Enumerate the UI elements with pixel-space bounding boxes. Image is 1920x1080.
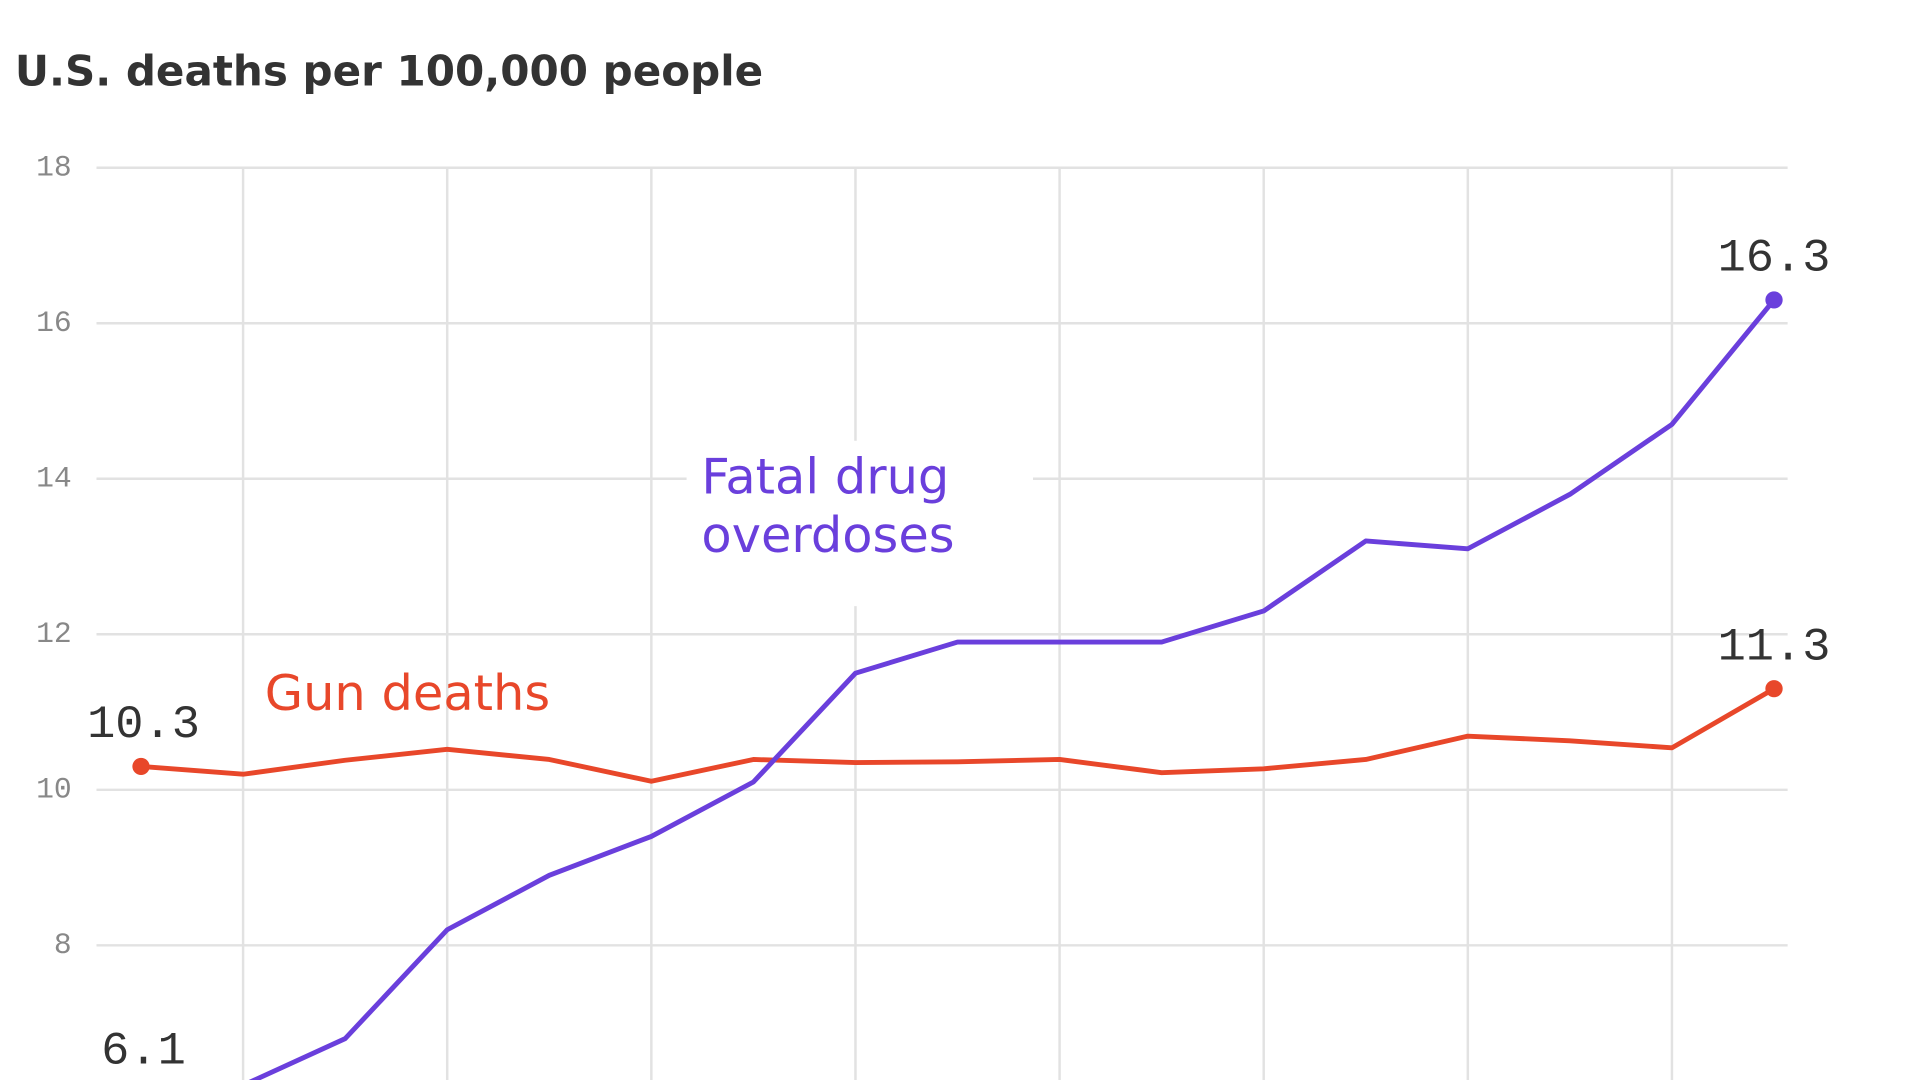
- series-label: Fatal drug overdoses: [701, 448, 954, 564]
- chart-title: U.S. deaths per 100,000 people: [15, 47, 763, 96]
- labels: 10.3 11.3 6.1 16.3 Gun deaths Fatal drug overd…: [87, 233, 1830, 1079]
- y-tick-label: 8: [54, 928, 72, 962]
- value-label: 16.3: [1718, 233, 1831, 286]
- end-point: [1765, 291, 1783, 309]
- label-background: [686, 440, 1033, 607]
- series-line: [140, 686, 1776, 784]
- y-tick-label: 18: [36, 151, 72, 185]
- y-tick-label: 16: [36, 306, 72, 340]
- y-tick-label: 10: [36, 773, 72, 807]
- grid: 8 10 12 14 16 18: [36, 151, 1788, 1080]
- y-tick-label: 12: [36, 617, 72, 651]
- end-point: [1765, 680, 1783, 698]
- value-label: 6.1: [101, 1026, 186, 1079]
- value-label: 11.3: [1718, 622, 1831, 675]
- series-label: Gun deaths: [265, 664, 550, 722]
- plot-area: [132, 291, 1783, 1080]
- value-label: 10.3: [87, 699, 200, 752]
- end-point: [132, 757, 150, 776]
- series-line: [248, 298, 1776, 1080]
- y-tick-label: 14: [36, 462, 72, 496]
